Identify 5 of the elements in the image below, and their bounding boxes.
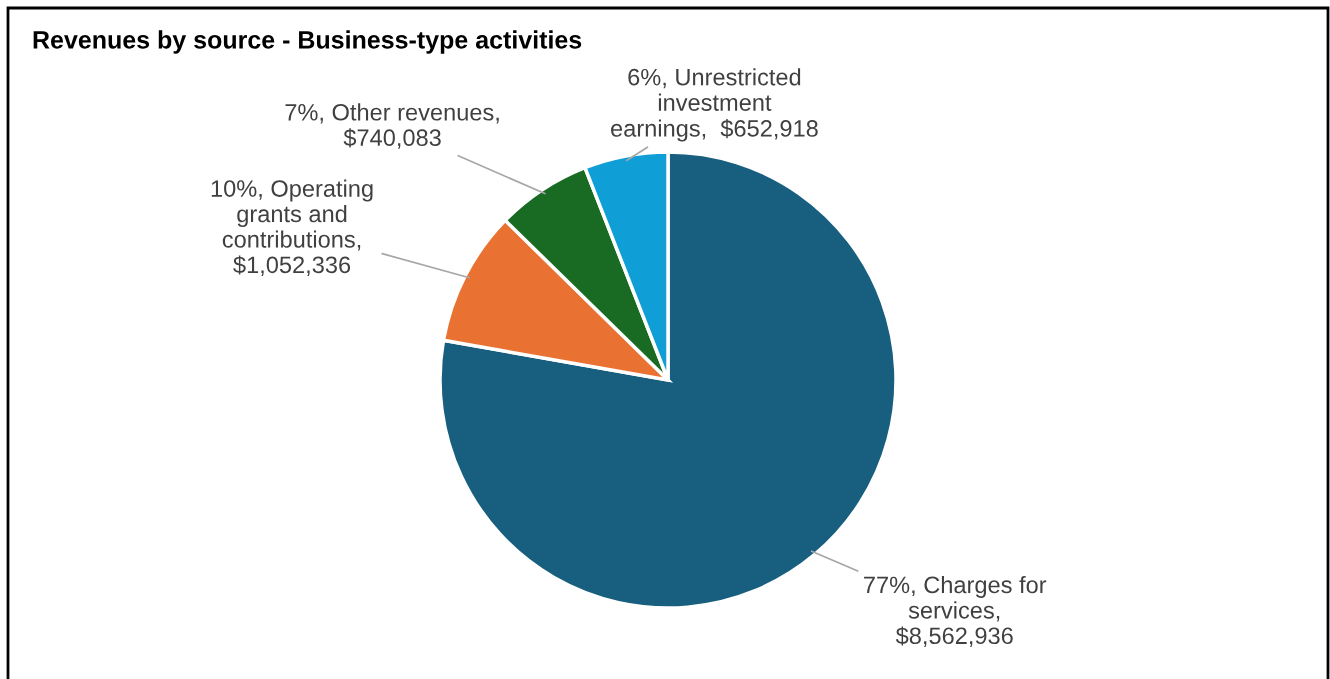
chart-title: Revenues by source - Business-type activities: [33, 30, 582, 54]
slice-label: 6%, Unrestricted investment earnings, $652,918: [611, 68, 818, 142]
slice-label: 7%, Other revenues, $740,083: [285, 103, 499, 149]
slice-label: 77%, Charges for services, $8,562,936: [864, 575, 1047, 647]
slice-label: 10%, Operating grants and contributions, $1,052,336: [211, 179, 373, 276]
